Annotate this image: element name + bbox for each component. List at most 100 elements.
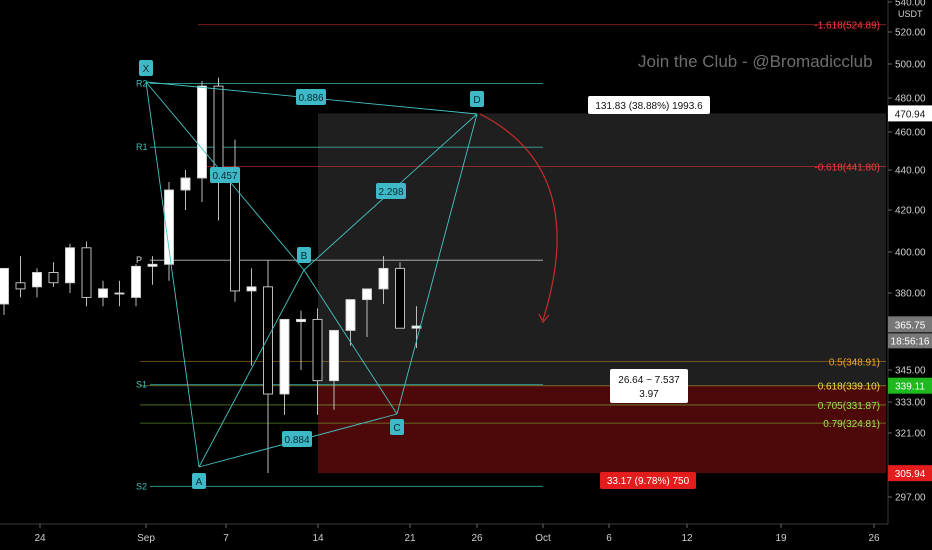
candle	[65, 247, 75, 284]
candle	[296, 318, 306, 323]
fib-label: 0.5(348.91)	[829, 357, 880, 368]
y-tick-label: 345.00	[895, 366, 926, 377]
x-tick-label: 7	[223, 533, 229, 544]
price-tag-bottom-box	[888, 465, 932, 482]
price-tag-level-box	[888, 377, 932, 394]
fib-label: 0.705(331.87)	[818, 401, 880, 412]
candle	[197, 85, 207, 179]
y-tick-label: 333.00	[895, 398, 926, 409]
candle	[98, 288, 108, 298]
target-label: 131.83 (38.88%) 1993.6	[595, 101, 703, 112]
target-zone	[318, 113, 886, 386]
projection-arc	[479, 113, 558, 321]
stop-zone	[318, 385, 886, 474]
fib-label: -1.618(524.89)	[814, 21, 880, 32]
y-tick-label: 321.00	[895, 429, 926, 440]
candle	[213, 85, 224, 175]
x-tick-label: 6	[606, 533, 612, 544]
pattern-ratio-label: 2.298	[378, 187, 403, 198]
price-tag-level: 339.11	[895, 382, 925, 393]
pattern-leg-xa	[145, 81, 200, 468]
candle	[15, 282, 26, 290]
candle	[329, 329, 339, 382]
x-tick-label: Oct	[535, 533, 551, 544]
pattern-point-box	[470, 91, 484, 107]
stop-label-box	[600, 472, 696, 489]
pivot-label: R1	[136, 142, 148, 152]
x-tick-label: 21	[404, 533, 416, 544]
pivot-label: S2	[136, 481, 147, 491]
projection-arrow	[538, 313, 550, 324]
pivot-label: S1	[136, 380, 147, 390]
price-tag-countdown: 18:56:16	[891, 336, 930, 347]
x-tick-label: 26	[471, 533, 483, 544]
candle	[312, 318, 323, 382]
x-tick-label: 12	[681, 533, 693, 544]
pattern-leg-ab	[198, 269, 305, 468]
y-tick-label: 400.00	[895, 248, 926, 259]
pattern-ratio-box	[282, 431, 312, 447]
candle	[81, 247, 92, 298]
pattern-point-label: A	[196, 477, 203, 488]
pattern-ratio-box	[376, 183, 406, 199]
y-tick-label: 420.00	[895, 206, 926, 217]
y-tick-label: 540.00	[895, 0, 926, 9]
pattern-ratio-label: 0.457	[212, 171, 237, 182]
candle	[345, 299, 356, 331]
y-tick-label: 440.00	[895, 166, 926, 177]
pattern-ratio-label: 0.884	[284, 435, 309, 446]
candle	[32, 272, 42, 288]
candle	[147, 263, 158, 267]
fib-label: -0.618(441.80)	[814, 163, 880, 174]
x-tick-label: 19	[775, 533, 787, 544]
entry-label-box	[610, 369, 688, 403]
candle	[263, 286, 273, 395]
candle	[279, 318, 290, 395]
y-tick-label: 500.00	[895, 60, 926, 71]
price-tag-current: 365.75	[895, 320, 926, 331]
fib-label: 0.79(324.81)	[823, 419, 880, 430]
pivot-label: P	[136, 255, 142, 265]
price-tag-top: 470.94	[895, 109, 926, 120]
entry-label-1: 26.64 ~ 7.537	[618, 375, 680, 386]
pattern-point-label: D	[473, 95, 480, 106]
fib-label: 0.618(339.10)	[818, 382, 880, 393]
entry-label-2: 3.97	[639, 389, 659, 400]
y-tick-label: 297.00	[895, 493, 926, 504]
candle	[411, 325, 422, 329]
price-tag-current-box	[888, 316, 932, 333]
pivot-label: R2	[136, 79, 148, 89]
pattern-point-box	[192, 473, 206, 489]
candle	[180, 177, 191, 191]
y-tick-label: 480.00	[895, 94, 926, 105]
candle	[48, 272, 59, 284]
candle	[362, 288, 372, 301]
y-axis-currency: USDT	[898, 9, 923, 19]
y-tick-label: 380.00	[895, 289, 926, 300]
stop-label: 33.17 (9.78%) 750	[607, 476, 690, 487]
candle	[378, 267, 389, 290]
countdown-box	[888, 333, 932, 349]
pattern-ratio-label: 0.886	[298, 93, 323, 104]
pattern-ratio-box	[210, 167, 240, 183]
x-tick-label: 14	[312, 533, 324, 544]
pattern-leg-cd	[396, 113, 478, 415]
pattern-point-label: X	[143, 64, 150, 75]
y-tick-label: 460.00	[895, 128, 926, 139]
candle	[246, 286, 257, 292]
pattern-point-label: B	[301, 251, 308, 262]
candle	[114, 292, 125, 295]
price-tag-top-box	[888, 105, 932, 122]
candle	[395, 267, 405, 329]
x-tick-label: Sep	[137, 533, 155, 544]
pattern-point-label: C	[393, 423, 400, 434]
pattern-point-box	[139, 60, 153, 76]
pattern-point-box	[297, 247, 311, 263]
x-tick-label: 26	[868, 533, 880, 544]
pattern-point-box	[390, 419, 404, 435]
pattern-ratio-box	[296, 89, 326, 105]
candle	[164, 189, 174, 265]
x-tick-label: 24	[34, 533, 46, 544]
price-tag-bottom: 305.94	[895, 469, 926, 480]
